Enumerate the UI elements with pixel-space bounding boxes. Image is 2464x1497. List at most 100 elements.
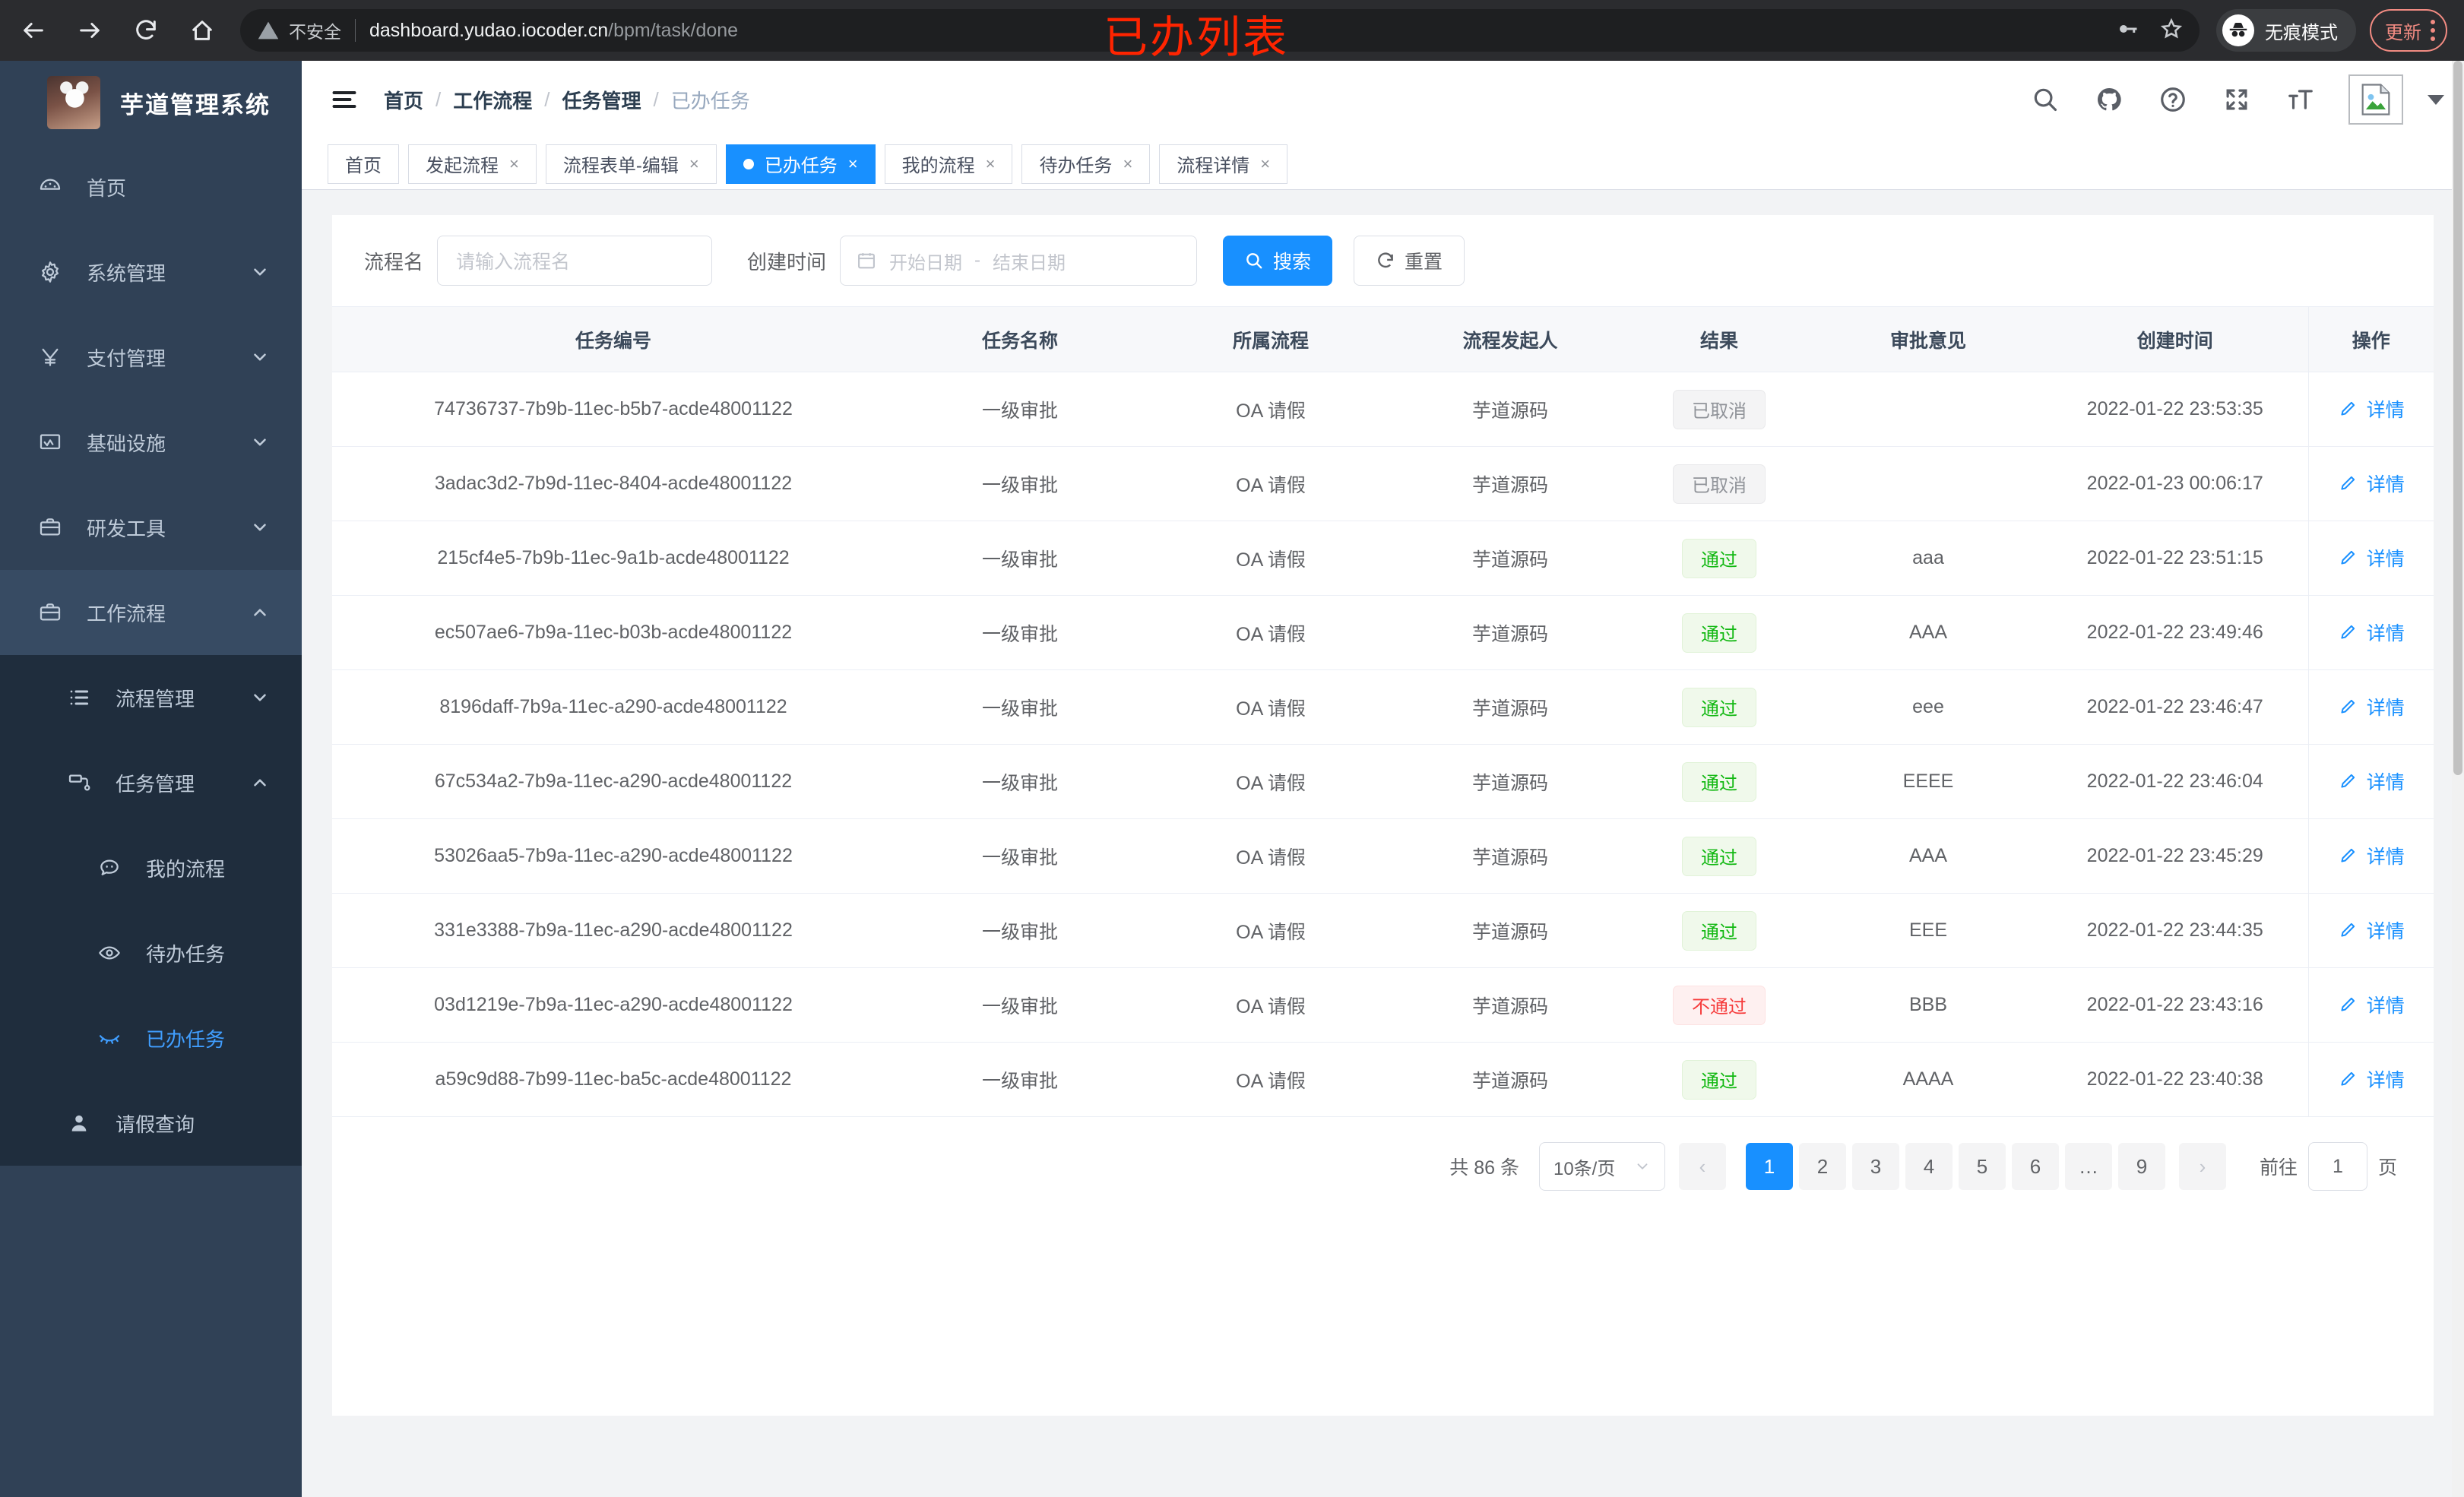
close-icon[interactable]: × xyxy=(689,153,699,173)
sidebar-item-system-management[interactable]: 系统管理 xyxy=(0,229,302,315)
fullscreen-icon[interactable] xyxy=(2221,84,2253,116)
topbar: 首页 / 工作流程 / 任务管理 / 已办任务 xyxy=(302,61,2464,138)
cell-created-time: 2022-01-22 23:51:15 xyxy=(2042,521,2308,596)
search-icon[interactable] xyxy=(2029,84,2061,116)
reload-icon[interactable] xyxy=(129,14,163,47)
sidebar-item-todo-tasks[interactable]: 待办任务 xyxy=(0,910,302,995)
detail-button[interactable]: 详情 xyxy=(2338,842,2405,869)
page-jump: 前往 1 页 xyxy=(2260,1142,2397,1191)
page-button-4[interactable]: 4 xyxy=(1905,1143,1953,1190)
table-body: 74736737-7b9b-11ec-b5b7-acde48001122 一级审批… xyxy=(332,372,2434,1117)
address-bar[interactable]: 不安全 dashboard.yudao.iocoder.cn/bpm/task/… xyxy=(240,9,2200,52)
key-icon[interactable] xyxy=(2116,17,2139,44)
detail-button[interactable]: 详情 xyxy=(2338,916,2405,944)
detail-button[interactable]: 详情 xyxy=(2338,544,2405,571)
detail-button[interactable]: 详情 xyxy=(2338,767,2405,795)
forward-arrow-icon[interactable] xyxy=(73,14,106,47)
tab-todo-tasks[interactable]: 待办任务 × xyxy=(1021,144,1151,184)
incognito-label: 无痕模式 xyxy=(2265,22,2338,43)
page-button-6[interactable]: 6 xyxy=(2011,1143,2059,1190)
briefcase-icon xyxy=(30,515,70,540)
detail-button[interactable]: 详情 xyxy=(2338,395,2405,423)
close-icon[interactable]: × xyxy=(1123,153,1133,173)
sidebar-submenu-workflow: 流程管理 任务管理 我的流程 待办任务 已办任务 xyxy=(0,655,302,1166)
sidebar-item-home[interactable]: 首页 xyxy=(0,144,302,229)
search-button[interactable]: 搜索 xyxy=(1223,236,1333,286)
close-icon[interactable]: × xyxy=(509,153,519,173)
tab-process-detail[interactable]: 流程详情 × xyxy=(1159,144,1288,184)
page-button-5[interactable]: 5 xyxy=(1958,1143,2006,1190)
breadcrumb-item-home[interactable]: 首页 xyxy=(384,89,424,112)
tab-label: 流程详情 xyxy=(1177,156,1250,176)
close-icon[interactable]: × xyxy=(985,153,996,173)
page-button-2[interactable]: 2 xyxy=(1798,1143,1846,1190)
url-text: dashboard.yudao.iocoder.cn/bpm/task/done xyxy=(369,20,738,42)
star-icon[interactable] xyxy=(2160,17,2183,44)
sidebar-item-dev-tools[interactable]: 研发工具 xyxy=(0,485,302,570)
page-button-1[interactable]: 1 xyxy=(1745,1143,1793,1190)
next-page-button[interactable]: › xyxy=(2178,1143,2226,1190)
sidebar-item-leave-query[interactable]: 请假查询 xyxy=(0,1081,302,1166)
tab-label: 待办任务 xyxy=(1039,156,1113,176)
status-badge: 通过 xyxy=(1682,910,1756,951)
sidebar-item-task-management[interactable]: 任务管理 xyxy=(0,740,302,825)
brand[interactable]: 芋道管理系统 xyxy=(0,61,302,144)
home-icon[interactable] xyxy=(185,14,219,47)
cell-result: 通过 xyxy=(1624,521,1814,596)
sidebar-item-my-process[interactable]: 我的流程 xyxy=(0,825,302,910)
prev-page-button[interactable]: ‹ xyxy=(1678,1143,1726,1190)
sidebar-item-label: 待办任务 xyxy=(146,942,226,966)
process-name-input[interactable]: 请输入流程名 xyxy=(437,236,713,286)
kebab-menu-icon[interactable] xyxy=(2431,20,2435,41)
page-ellipsis-button[interactable]: … xyxy=(2064,1143,2112,1190)
detail-button[interactable]: 详情 xyxy=(2338,619,2405,646)
scrollbar-thumb[interactable] xyxy=(2453,61,2462,775)
update-button[interactable]: 更新 xyxy=(2370,9,2447,52)
sidebar-item-workflow[interactable]: 工作流程 xyxy=(0,570,302,655)
page-size-select[interactable]: 10条/页 xyxy=(1538,1142,1665,1191)
sidebar-item-process-management[interactable]: 流程管理 xyxy=(0,655,302,740)
incognito-indicator[interactable]: 无痕模式 xyxy=(2216,9,2356,52)
cell-created-time: 2022-01-22 23:45:29 xyxy=(2042,818,2308,894)
avatar[interactable] xyxy=(2348,74,2403,125)
back-arrow-icon[interactable] xyxy=(17,14,50,47)
sidebar-item-done-tasks[interactable]: 已办任务 xyxy=(0,995,302,1081)
breadcrumb-item-workflow[interactable]: 工作流程 xyxy=(453,89,533,112)
tab-process-form-edit[interactable]: 流程表单-编辑 × xyxy=(545,144,717,184)
github-icon[interactable] xyxy=(2093,84,2125,116)
refresh-icon xyxy=(1378,252,1393,268)
briefcase-icon xyxy=(30,600,70,625)
cell-created-time: 2022-01-22 23:53:35 xyxy=(2042,372,2308,447)
process-name-placeholder: 请输入流程名 xyxy=(456,252,571,273)
table-header-row: 任务编号 任务名称 所属流程 流程发起人 结果 审批意见 创建时间 操作 xyxy=(332,306,2434,372)
tab-my-process[interactable]: 我的流程 × xyxy=(884,144,1013,184)
tab-done-tasks[interactable]: 已办任务 × xyxy=(725,144,876,184)
detail-button[interactable]: 详情 xyxy=(2338,991,2405,1018)
close-icon[interactable]: × xyxy=(847,153,858,173)
chevron-down-icon xyxy=(250,347,270,367)
detail-button[interactable]: 详情 xyxy=(2338,693,2405,720)
sidebar-item-payment-management[interactable]: 支付管理 xyxy=(0,315,302,400)
start-date-placeholder: 开始日期 xyxy=(889,252,963,274)
page-scrollbar[interactable] xyxy=(2452,61,2464,1497)
reset-button[interactable]: 重置 xyxy=(1354,236,1465,286)
detail-button[interactable]: 详情 xyxy=(2338,1065,2405,1093)
chevron-down-icon[interactable] xyxy=(2428,94,2444,105)
cell-task-name: 一级审批 xyxy=(895,669,1145,745)
page-jump-input[interactable]: 1 xyxy=(2307,1142,2367,1191)
page-button-9[interactable]: 9 xyxy=(2117,1143,2165,1190)
column-header-actions: 操作 xyxy=(2307,306,2434,372)
create-time-range-picker[interactable]: 开始日期 - 结束日期 xyxy=(840,236,1198,286)
help-icon[interactable] xyxy=(2157,84,2189,116)
sidebar-item-infrastructure[interactable]: 基础设施 xyxy=(0,400,302,485)
tab-start-process[interactable]: 发起流程 × xyxy=(408,144,537,184)
detail-button[interactable]: 详情 xyxy=(2338,470,2405,497)
breadcrumb-item-task-management[interactable]: 任务管理 xyxy=(562,89,641,112)
page-button-3[interactable]: 3 xyxy=(1851,1143,1899,1190)
cell-result: 通过 xyxy=(1624,1042,1814,1117)
tab-home[interactable]: 首页 xyxy=(328,144,399,184)
font-size-icon[interactable] xyxy=(2285,84,2317,116)
table-row: a59c9d88-7b99-11ec-ba5c-acde48001122 一级审批… xyxy=(332,1042,2434,1117)
hamburger-menu-icon[interactable] xyxy=(328,83,361,116)
close-icon[interactable]: × xyxy=(1260,153,1271,173)
